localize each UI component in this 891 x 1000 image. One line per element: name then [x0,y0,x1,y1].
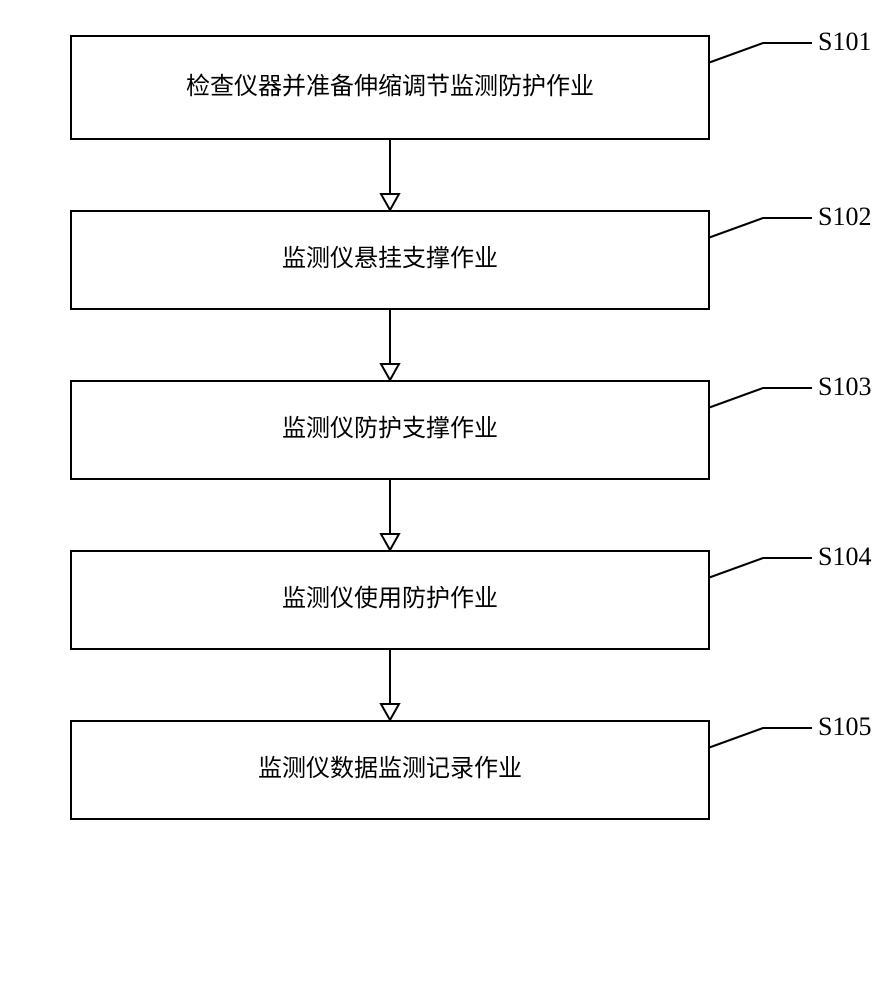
connector-arrow [70,140,710,210]
step-s104: 监测仪使用防护作业 S104 [70,550,830,650]
step-s105: 监测仪数据监测记录作业 S105 [70,720,830,820]
connector-arrow [70,650,710,720]
step-box: 监测仪数据监测记录作业 [70,720,710,820]
flowchart-container: 检查仪器并准备伸缩调节监测防护作业 S101 监测仪悬挂支撑作业 S102 监测… [70,35,830,820]
step-box: 检查仪器并准备伸缩调节监测防护作业 [70,35,710,140]
step-box: 监测仪使用防护作业 [70,550,710,650]
step-box: 监测仪防护支撑作业 [70,380,710,480]
step-label: S103 [818,372,871,402]
leader-line [708,542,818,592]
leader-line [708,202,818,252]
leader-line [708,372,818,422]
step-label: S102 [818,202,871,232]
step-label: S105 [818,712,871,742]
step-s102: 监测仪悬挂支撑作业 S102 [70,210,830,310]
step-s101: 检查仪器并准备伸缩调节监测防护作业 S101 [70,35,830,140]
leader-line [708,712,818,762]
step-box: 监测仪悬挂支撑作业 [70,210,710,310]
connector-arrow [70,310,710,380]
step-s103: 监测仪防护支撑作业 S103 [70,380,830,480]
step-label: S101 [818,27,871,57]
step-label: S104 [818,542,871,572]
connector-arrow [70,480,710,550]
leader-line [708,27,818,77]
